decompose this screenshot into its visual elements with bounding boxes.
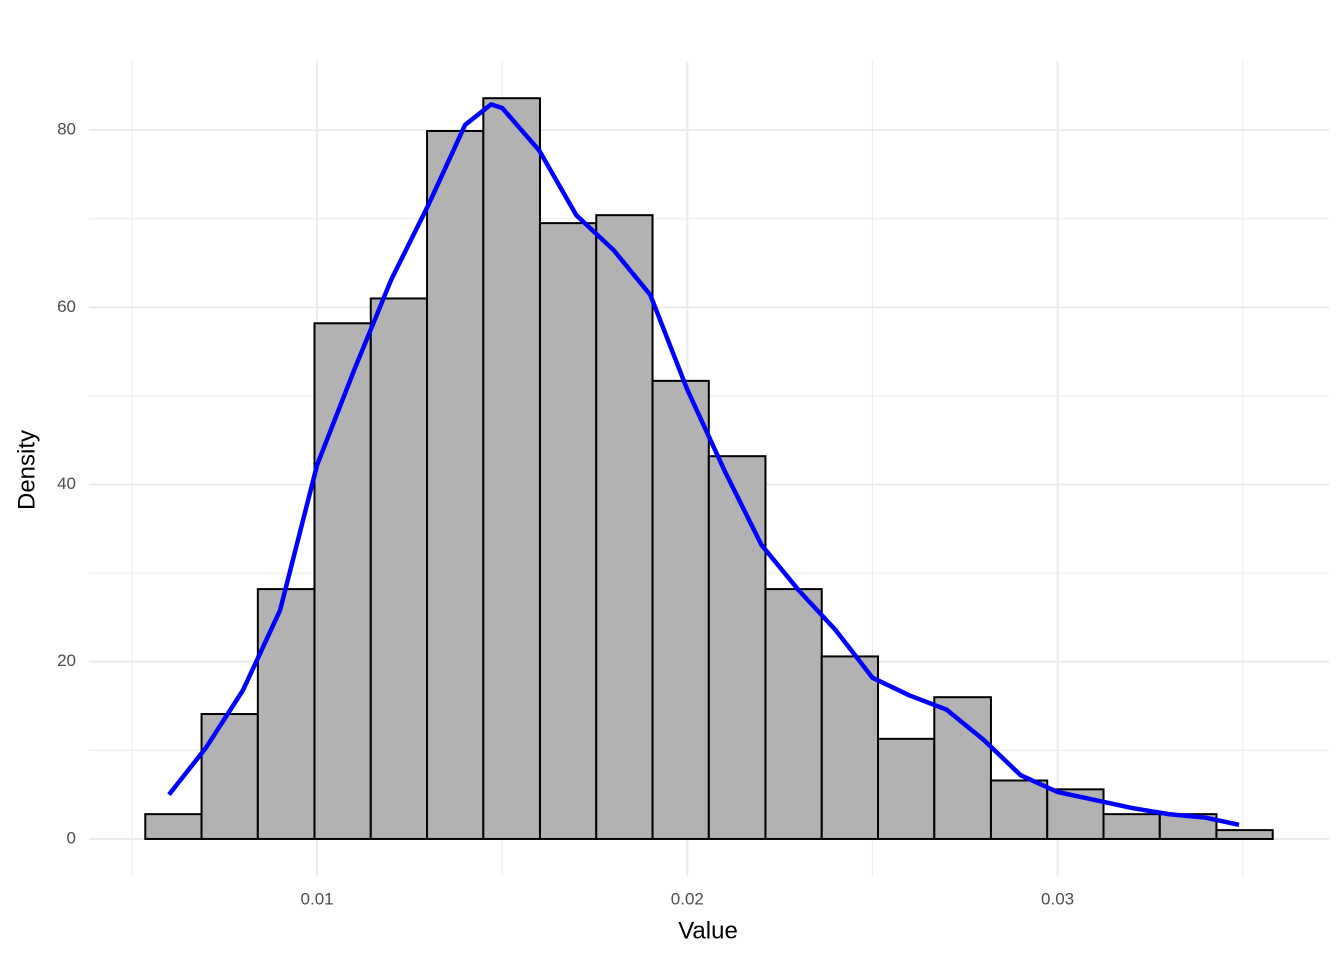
bar	[651, 379, 710, 840]
bar	[1102, 813, 1161, 840]
bar	[538, 222, 598, 840]
density-line	[167, 102, 1240, 827]
bar	[144, 813, 203, 840]
bar	[369, 297, 429, 840]
bar	[200, 713, 259, 840]
x-axis-title: Value	[678, 917, 738, 944]
y-tick-label: 40	[57, 474, 76, 493]
bar	[256, 588, 316, 840]
x-tick-label: 0.01	[301, 889, 334, 908]
bar	[482, 97, 541, 840]
bar	[426, 129, 485, 840]
plot-marks	[144, 97, 1274, 840]
bar	[764, 588, 823, 840]
bar	[933, 696, 992, 840]
bar	[313, 322, 372, 840]
bar	[595, 214, 654, 840]
x-tick-label: 0.03	[1041, 889, 1074, 908]
y-tick-label: 0	[67, 828, 76, 847]
x-tick-label: 0.02	[671, 889, 704, 908]
bar	[989, 779, 1049, 840]
bar	[707, 455, 767, 840]
y-tick-label: 60	[57, 297, 76, 316]
y-tick-label: 80	[57, 120, 76, 139]
bar	[1215, 829, 1274, 840]
y-axis-title: Density	[13, 430, 40, 510]
bar	[820, 655, 880, 840]
y-tick-label: 20	[57, 651, 76, 670]
bar	[877, 737, 936, 840]
